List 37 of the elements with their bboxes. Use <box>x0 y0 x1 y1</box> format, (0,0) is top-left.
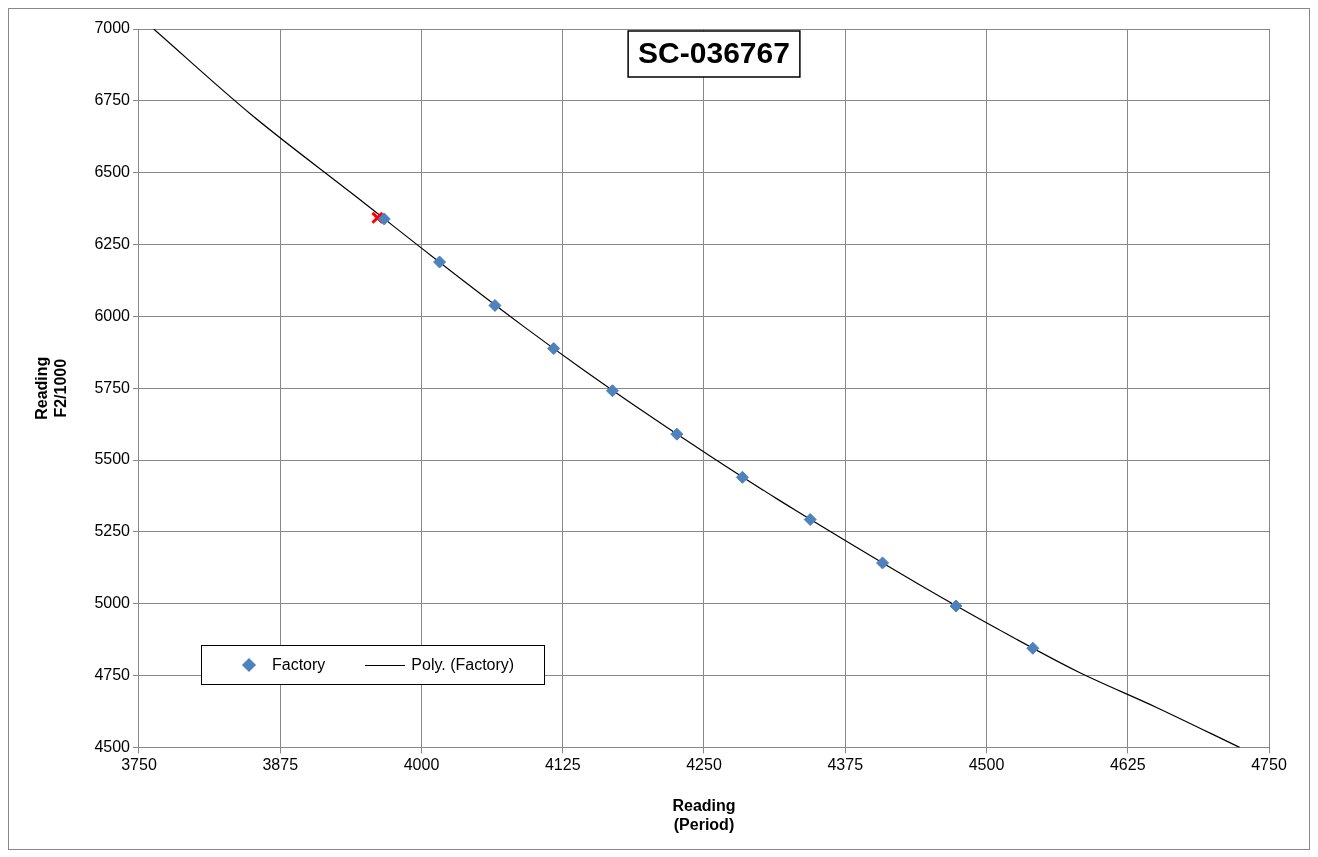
point <box>433 255 447 269</box>
point <box>488 298 502 312</box>
y-tick-label: 5000 <box>94 594 131 612</box>
y-tick-label: 4500 <box>94 737 131 755</box>
point <box>370 211 384 225</box>
point <box>605 384 619 398</box>
x-tick-label: 3875 <box>262 756 299 774</box>
legend-label: Poly. (Factory) <box>411 656 515 674</box>
point <box>876 556 890 570</box>
legend-label: Factory <box>272 656 326 674</box>
x-tick-label: 4250 <box>686 756 722 774</box>
chart-title: SC-036767 <box>638 36 790 70</box>
x-tick-label: 4500 <box>968 756 1005 774</box>
y-tick-label: 6500 <box>94 163 131 181</box>
y-tick-label: 5500 <box>94 450 131 468</box>
y-tick-label: 4750 <box>94 665 131 683</box>
point <box>547 342 561 356</box>
point <box>670 427 684 441</box>
y-axis-title: Reading F2/1000 <box>33 356 70 420</box>
y-tick-label: 5750 <box>94 378 131 396</box>
x-tick-label: 4000 <box>403 756 440 774</box>
x-tick-label: 4625 <box>1109 756 1146 774</box>
point <box>949 599 963 613</box>
y-tick-label: 5250 <box>94 522 131 540</box>
y-tick-label: 6000 <box>94 306 131 324</box>
x-axis-title: Reading (Period) <box>672 796 736 833</box>
point <box>735 470 749 484</box>
y-tick-label: 6250 <box>94 234 131 252</box>
x-tick-label: 4375 <box>827 756 864 774</box>
x-tick-label: 4750 <box>1251 756 1287 774</box>
x-tick-label: 3750 <box>121 756 157 774</box>
point <box>803 513 817 527</box>
x-tick-label: 4125 <box>544 756 581 774</box>
point <box>377 212 391 226</box>
point <box>1026 641 1040 655</box>
y-tick-label: 6750 <box>94 91 131 109</box>
y-tick-label: 7000 <box>94 19 131 37</box>
